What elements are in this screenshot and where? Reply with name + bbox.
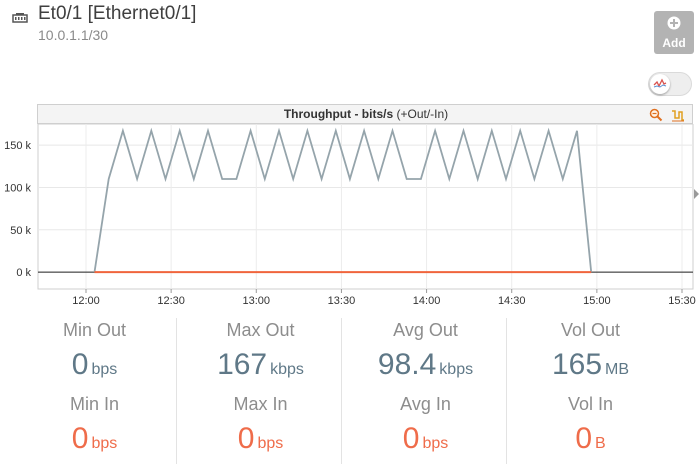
add-button-label: Add — [662, 36, 686, 50]
stat-value: 0 bps — [12, 422, 177, 456]
zoom-reset-icon[interactable] — [649, 108, 663, 122]
y-tick-label: 50 k — [10, 225, 31, 237]
stats-column-divider — [506, 318, 507, 464]
stat-unit: bps — [91, 435, 118, 452]
stat-value: 0 bps — [12, 348, 177, 382]
network-interface-icon — [12, 13, 28, 23]
plus-circle-icon — [667, 16, 681, 30]
chart-mode-toggle[interactable] — [648, 72, 692, 96]
stat-number: 0 — [71, 348, 89, 381]
y-tick-label: 100 k — [4, 182, 31, 194]
y-tick-label: 0 k — [16, 267, 31, 279]
stat-min-in: Min In 0 bps — [12, 392, 177, 466]
throughput-chart-panel: Throughput - bits/s (+Out/-In) 0 k 50 k 10… — [0, 100, 700, 310]
stat-label: Max Out — [226, 320, 295, 340]
stat-unit: kbps — [439, 361, 474, 378]
x-tick-label: 15:30 — [668, 295, 696, 307]
x-tick-label: 12:30 — [157, 295, 185, 307]
stat-number: 0 — [71, 422, 89, 455]
chart-title-suffix: (+Out/-In) — [396, 107, 449, 121]
stat-max-out: Max Out 167 kbps — [178, 318, 343, 392]
stat-avg-out: Avg Out 98.4 kbps — [343, 318, 508, 392]
stat-label: Avg In — [400, 394, 451, 414]
stat-value: 0 bps — [343, 422, 508, 456]
x-tick-label: 15:00 — [583, 295, 611, 307]
stats-column-divider — [341, 318, 342, 464]
stat-unit: bps — [422, 435, 449, 452]
stat-value: 167 kbps — [178, 348, 343, 382]
stat-label: Min In — [69, 394, 120, 414]
stat-number: 98.4 — [377, 348, 437, 381]
stat-avg-in: Avg In 0 bps — [343, 392, 508, 466]
stat-unit: bps — [257, 435, 284, 452]
plot-area — [37, 124, 694, 290]
pulse-chart-icon — [653, 78, 667, 88]
chart-type-icon[interactable] — [671, 108, 685, 122]
stat-min-out: Min Out 0 bps — [12, 318, 177, 392]
chart-title-main: Throughput - bits/s — [283, 107, 394, 121]
interface-address: 10.0.1.1/30 — [38, 27, 109, 43]
stat-value: 165 MB — [508, 348, 673, 382]
stat-number: 167 — [217, 348, 268, 381]
scroll-right-icon[interactable] — [693, 188, 700, 200]
x-tick-label: 13:30 — [328, 295, 356, 307]
toggle-knob — [650, 74, 670, 94]
stat-vol-in: Vol In 0 B — [508, 392, 673, 466]
x-tick-label: 14:00 — [413, 295, 441, 307]
stat-number: 0 — [237, 422, 255, 455]
x-tick-label: 13:00 — [243, 295, 271, 307]
stat-label: Max In — [233, 394, 288, 414]
x-tick-label: 14:30 — [498, 295, 526, 307]
add-button[interactable]: Add — [654, 11, 694, 54]
stats-column-divider — [176, 318, 177, 464]
stat-unit: MB — [605, 361, 630, 378]
stat-max-in: Max In 0 bps — [178, 392, 343, 466]
stat-number: 0 — [575, 422, 592, 455]
stat-label: Avg Out — [393, 320, 458, 340]
series-line-out — [93, 127, 593, 273]
stat-label: Min Out — [62, 320, 127, 340]
stat-label: Vol Out — [560, 320, 621, 340]
throughput-chart: 0 k 50 k 100 k 150 k 12:00 12:30 13:00 13:30 14:… — [4, 124, 696, 307]
stat-number: 0 — [402, 422, 420, 455]
chart-title: Throughput - bits/s (+Out/-In) — [38, 107, 694, 121]
page-title: Et0/1 [Ethernet0/1] — [38, 3, 197, 24]
interface-header: Et0/1 [Ethernet0/1] 10.0.1.1/30 Add — [0, 0, 700, 100]
stat-number: 165 — [551, 348, 603, 381]
chart-title-bar: Throughput - bits/s (+Out/-In) — [37, 104, 693, 124]
stat-unit: bps — [91, 361, 118, 378]
y-tick-label: 150 k — [4, 140, 31, 152]
stats-panel: Min Out 0 bps Max Out 167 kbps Avg Out 98.4 kbps… — [0, 318, 700, 464]
stat-unit: B — [595, 435, 606, 452]
stat-value: 98.4 kbps — [343, 348, 508, 382]
x-tick-label: 12:00 — [72, 295, 100, 307]
stat-vol-out: Vol Out 165 MB — [508, 318, 673, 392]
stat-label: Vol In — [567, 394, 614, 414]
stat-unit: kbps — [270, 361, 304, 378]
stat-value: 0 bps — [178, 422, 343, 456]
